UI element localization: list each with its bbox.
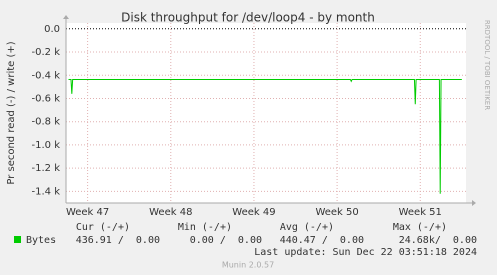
x-tick-label: Week 47 xyxy=(66,207,109,218)
stat-header: Max (-/+) xyxy=(393,222,447,233)
y-tick-label: 0.0 xyxy=(44,24,60,35)
legend-swatch xyxy=(14,236,21,243)
stat-value: 440.47 / 0.00 xyxy=(280,235,364,246)
legend-label: Bytes xyxy=(26,235,56,246)
chart-title: Disk throughput for /dev/loop4 - by mont… xyxy=(121,11,375,25)
y-tick-label: -0.2 k xyxy=(32,47,61,58)
data-line xyxy=(68,79,462,194)
footer: Munin 2.0.57 xyxy=(222,261,274,270)
last-update: Last update: Sun Dec 22 03:51:18 2024 xyxy=(254,247,477,258)
y-tick-label: -0.6 k xyxy=(32,93,61,104)
x-tick-label: Week 48 xyxy=(149,207,192,218)
axis-arrow xyxy=(472,200,476,206)
plot-area xyxy=(66,23,466,203)
axis-arrow xyxy=(63,15,69,19)
y-tick-label: -0.4 k xyxy=(32,70,61,81)
stat-header: Min (-/+) xyxy=(178,222,232,233)
stat-header: Cur (-/+) xyxy=(76,222,130,233)
y-tick-label: -1.4 k xyxy=(32,186,61,197)
y-axis-label: Pr second read (-) / write (+) xyxy=(6,41,17,184)
x-tick-label: Week 51 xyxy=(399,207,442,218)
side-label: RRDTOOL / TOBI OETIKER xyxy=(483,20,491,110)
stat-value: 24.68k/ 0.00 xyxy=(399,235,477,246)
x-tick-label: Week 49 xyxy=(232,207,275,218)
y-tick-label: -1.0 k xyxy=(32,140,61,151)
stat-value: 0.00 / 0.00 xyxy=(190,235,262,246)
x-tick-label: Week 50 xyxy=(315,207,358,218)
y-tick-label: -0.8 k xyxy=(32,117,61,128)
stat-value: 436.91 / 0.00 xyxy=(76,235,160,246)
y-tick-label: -1.2 k xyxy=(32,163,61,174)
stat-header: Avg (-/+) xyxy=(280,222,334,233)
